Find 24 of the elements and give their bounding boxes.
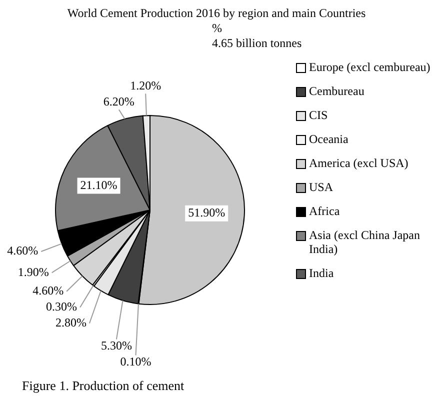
- data-label: 51.90%: [188, 206, 226, 220]
- legend-label: CIS: [309, 108, 328, 122]
- data-label: 2.80%: [55, 315, 86, 330]
- data-label: 4.60%: [7, 244, 38, 258]
- legend-label: USA: [309, 180, 334, 194]
- caption: Figure 1. Production of cement: [22, 378, 184, 394]
- data-label: 21.10%: [80, 178, 118, 192]
- legend-label: Asia (excl China Japan India): [309, 228, 421, 256]
- legend-label: Oceania: [309, 132, 348, 146]
- legend-label: India: [309, 266, 334, 280]
- data-label: 1.90%: [18, 264, 49, 279]
- chart-title: World Cement Production 2016 by region and main Countries: [66, 6, 367, 21]
- data-label: 0.30%: [46, 299, 78, 314]
- chart-subtitle: %: [212, 21, 222, 36]
- data-label: 5.30%: [100, 338, 132, 352]
- data-label: 6.20%: [103, 94, 134, 109]
- data-label: 0.10%: [120, 354, 152, 368]
- legend-label: Africa: [309, 204, 340, 218]
- data-label: 1.20%: [130, 78, 162, 93]
- legend-label: America (excl USA): [309, 156, 408, 170]
- text: 4.65 billion tonnes: [212, 36, 302, 51]
- data-label: 4.60%: [32, 283, 64, 298]
- legend-label: Cembureau: [309, 84, 364, 98]
- legend-label: Europe (excl cembureau): [309, 60, 430, 74]
